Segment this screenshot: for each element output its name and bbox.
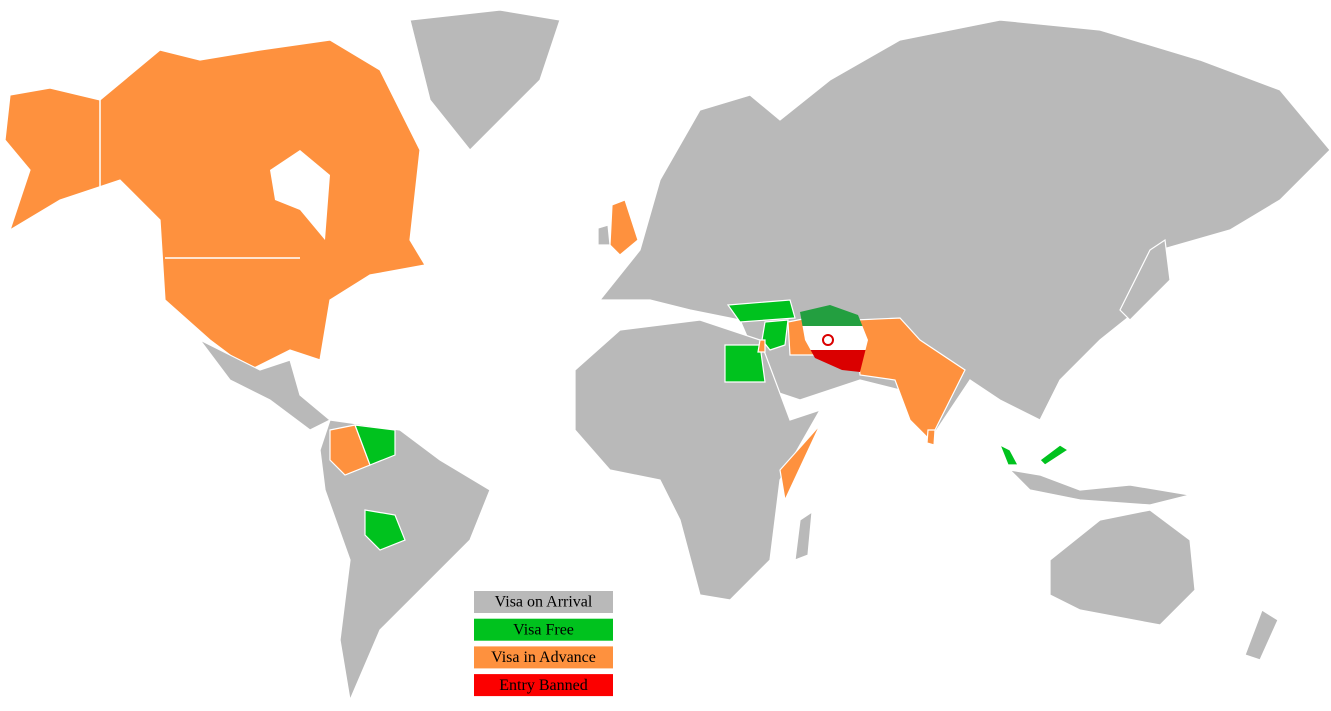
japan [1119,238,1171,321]
malaysia-borneo [1039,444,1070,466]
lebanon [757,339,766,353]
greenland [409,9,561,151]
legend: Visa on Arrival Visa Free Visa in Advance E… [474,591,613,697]
colombia [329,424,371,476]
madagascar [794,510,813,561]
malaysia-peninsula [998,443,1019,466]
legend-swatch [474,674,613,697]
north-america [4,39,426,371]
bolivia [364,509,406,551]
australia [1049,509,1196,626]
sri-lanka [926,429,936,446]
syria-jordan [761,319,789,351]
south-america [319,419,491,703]
legend-swatch [474,618,613,641]
iran-emblem [822,334,834,346]
somalia [779,424,821,503]
united-kingdom [609,199,639,256]
legend-swatch [474,591,613,613]
new-zealand [1244,609,1279,661]
legend-label: Visa Free [513,621,574,638]
hudson-bay [270,150,330,240]
africa [574,319,822,601]
venezuela [354,424,396,466]
legend-label: Entry Banned [499,677,587,694]
iran-stripe [800,326,868,350]
countries [4,9,1331,703]
ireland [597,224,611,246]
legend-label: Visa on Arrival [495,594,593,611]
indonesia [1008,469,1191,506]
legend-label: Visa in Advance [491,649,596,666]
legend-swatch [474,646,613,669]
turkey [726,299,796,323]
egypt [724,344,766,383]
